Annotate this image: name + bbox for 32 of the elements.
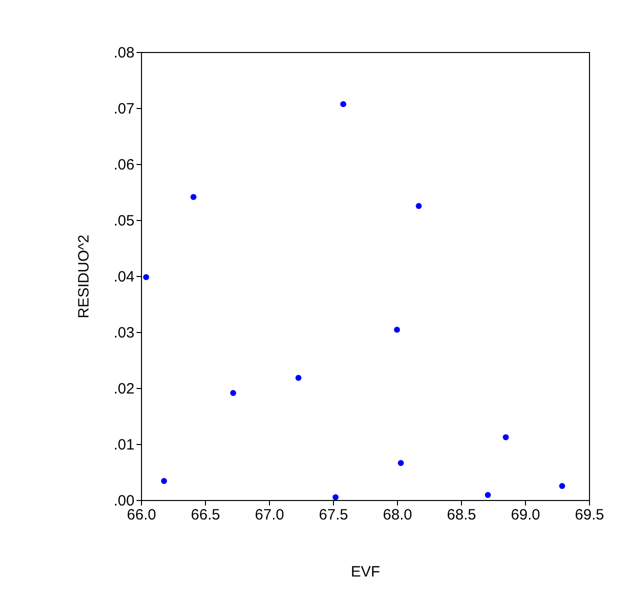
- x-tick-label: 67.0: [254, 506, 284, 524]
- point: [398, 460, 404, 466]
- y-tick-label: .03: [114, 324, 134, 342]
- x-tick-label: 68.5: [446, 506, 476, 524]
- y-tick-label: .00: [114, 492, 134, 510]
- point: [332, 494, 339, 500]
- y-tick-label: .05: [114, 212, 134, 230]
- point: [161, 478, 168, 484]
- x-tick-label: 69.0: [510, 506, 540, 524]
- x-tick-label: 66.5: [190, 506, 220, 524]
- point: [394, 326, 400, 333]
- x-tick-label: 68.0: [382, 506, 412, 524]
- point: [502, 434, 509, 440]
- point: [340, 101, 346, 108]
- point: [295, 374, 302, 381]
- x-tick-label: 67.5: [318, 506, 348, 524]
- x-tick-label: 69.5: [574, 506, 604, 524]
- point: [190, 194, 196, 200]
- y-tick-label: .08: [114, 44, 134, 62]
- point: [230, 390, 236, 396]
- point: [559, 483, 566, 489]
- y-axis-title: RESIDUO^2: [76, 234, 93, 318]
- x-tick-label: 66.0: [126, 506, 156, 524]
- y-tick-label: .02: [114, 380, 134, 398]
- y-tick-label: .07: [114, 100, 134, 118]
- y-tick-label: .01: [114, 436, 134, 454]
- point: [143, 274, 150, 280]
- y-tick-label: .04: [114, 268, 134, 286]
- point: [484, 492, 491, 498]
- x-axis-title: EVF: [350, 564, 380, 580]
- y-tick-label: .06: [114, 156, 134, 174]
- point: [416, 203, 422, 209]
